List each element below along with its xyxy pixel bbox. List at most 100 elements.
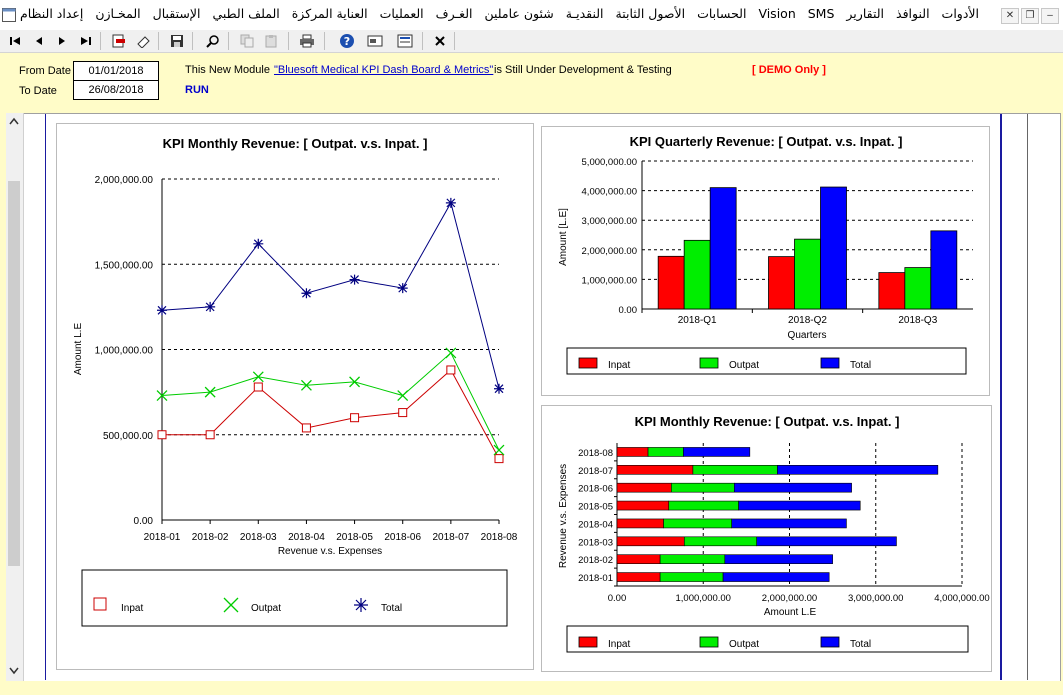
menu-item[interactable]: Vision: [758, 6, 796, 21]
data-point: [350, 413, 360, 423]
help-icon[interactable]: ?: [338, 32, 356, 50]
data-point: [156, 390, 168, 401]
vertical-scrollbar[interactable]: [6, 113, 24, 681]
data-point: [205, 430, 215, 440]
legend-marker: [578, 357, 598, 369]
menu-item[interactable]: إعداد النظام: [19, 6, 84, 21]
menu-item[interactable]: المخـازن: [95, 6, 141, 21]
menu-item[interactable]: الأصول الثابتة: [615, 6, 686, 21]
bar-total: [777, 465, 939, 475]
x-tick-label: 2018-07: [433, 532, 470, 543]
close-icon[interactable]: ✕: [1001, 8, 1019, 24]
y-tick-label: 500,000.00: [103, 431, 153, 442]
legend-label: Total: [850, 639, 871, 650]
x-tick-label: 2018-Q1: [678, 315, 717, 326]
menu-item[interactable]: الملف الطبي: [212, 6, 280, 21]
legend-label: Outpat: [729, 360, 759, 371]
eraser-icon[interactable]: [134, 32, 152, 50]
x-tick-label: 0.00: [608, 593, 627, 604]
menu-item[interactable]: النقديـة: [565, 6, 604, 21]
menu-item[interactable]: التقارير: [846, 6, 885, 21]
module-link[interactable]: "Bluesoft Medical KPI Dash Board & Metri…: [274, 64, 494, 76]
bar-inpat: [768, 256, 795, 310]
x-tick-label: 2018-Q2: [788, 315, 827, 326]
menu-item[interactable]: العمليات: [379, 6, 424, 21]
bar-total: [930, 230, 958, 310]
data-point: [301, 423, 311, 433]
search-icon[interactable]: [204, 32, 222, 50]
menu-item[interactable]: النوافذ: [896, 6, 930, 21]
quarterly-bar-chart: KPI Quarterly Revenue: [ Outpat. v.s. In…: [541, 126, 990, 396]
paste-icon[interactable]: [262, 32, 280, 50]
menu-item[interactable]: العناية المركزة: [291, 6, 368, 21]
x-tick-label: 2,000,000.00: [762, 593, 817, 604]
menu-item[interactable]: SMS: [807, 6, 835, 21]
print-icon[interactable]: [298, 32, 316, 50]
legend-marker: [820, 357, 840, 369]
data-point: [301, 288, 312, 299]
bar-outpat: [671, 482, 735, 493]
left-divider: [45, 114, 46, 680]
restore-icon[interactable]: ❐: [1021, 8, 1039, 24]
legend-label: Total: [850, 360, 871, 371]
bar-outpat: [794, 238, 821, 310]
previous-record-icon[interactable]: [30, 32, 48, 50]
minimize-icon[interactable]: –: [1041, 8, 1059, 24]
data-point: [253, 238, 264, 249]
from-date-field[interactable]: 01/01/2018: [73, 61, 159, 81]
right-edge: [1027, 114, 1028, 680]
menu-item[interactable]: شئون عاملين: [484, 6, 554, 21]
data-point: [300, 379, 312, 391]
scroll-down-icon[interactable]: [9, 667, 19, 675]
exit-icon[interactable]: [110, 32, 128, 50]
bar-inpat: [616, 554, 661, 564]
bar-inpat: [616, 500, 670, 511]
run-button[interactable]: RUN: [185, 84, 209, 96]
window-controls: ✕ ❐ –: [1001, 8, 1059, 24]
y-axis-label: Amount L.E: [73, 323, 84, 376]
menu-item[interactable]: الإستقبال: [152, 6, 201, 21]
app-icon: [2, 8, 16, 22]
y-tick-label: 4,000,000.00: [582, 187, 637, 198]
bar-inpat: [616, 518, 664, 529]
next-record-icon[interactable]: [53, 32, 71, 50]
legend-marker: [699, 357, 719, 369]
menu-item[interactable]: الأدوات: [941, 6, 979, 21]
legend-marker: [578, 636, 598, 648]
menu-item[interactable]: الغـرف: [435, 6, 473, 21]
first-record-icon[interactable]: [6, 32, 24, 50]
close-window-icon[interactable]: [431, 32, 449, 50]
menu-item[interactable]: الحسابات: [697, 6, 747, 21]
save-icon[interactable]: [168, 32, 186, 50]
copy-icon[interactable]: [238, 32, 256, 50]
bar-total: [738, 500, 861, 511]
chart-title: KPI Monthly Revenue: [ Outpat. v.s. Inpa…: [163, 136, 428, 151]
bar-outpat: [683, 536, 758, 547]
legend-label: Total: [381, 603, 402, 614]
data-point: [445, 197, 456, 208]
scroll-up-icon[interactable]: [9, 117, 19, 125]
card-icon[interactable]: [366, 32, 384, 50]
x-tick-label: 2018-08: [481, 532, 518, 543]
notice-suffix: is Still Under Development & Testing: [494, 64, 672, 76]
scrollbar-thumb[interactable]: [8, 181, 20, 566]
bar-inpat: [616, 447, 649, 457]
bar-inpat: [616, 572, 661, 582]
filter-panel: From Date 01/01/2018 To Date 26/08/2018 …: [0, 53, 1063, 111]
bar-outpat: [683, 239, 711, 310]
last-record-icon[interactable]: [77, 32, 95, 50]
legend-marker: [820, 636, 840, 648]
legend-label: Inpat: [608, 639, 630, 650]
chart-title: KPI Quarterly Revenue: [ Outpat. v.s. In…: [630, 134, 903, 149]
data-point: [446, 365, 456, 375]
to-date-field[interactable]: 26/08/2018: [73, 80, 159, 100]
x-axis-label: Amount L.E: [764, 607, 817, 618]
x-tick-label: 3,000,000.00: [848, 593, 903, 604]
y-tick-label: 3,000,000.00: [582, 216, 637, 227]
x-tick-label: 2018-06: [384, 532, 421, 543]
y-tick-label: 2018-05: [578, 502, 613, 513]
report-icon[interactable]: [396, 32, 414, 50]
data-point: [494, 454, 504, 464]
x-tick-label: 2018-02: [192, 532, 229, 543]
legend-box: [566, 347, 967, 375]
